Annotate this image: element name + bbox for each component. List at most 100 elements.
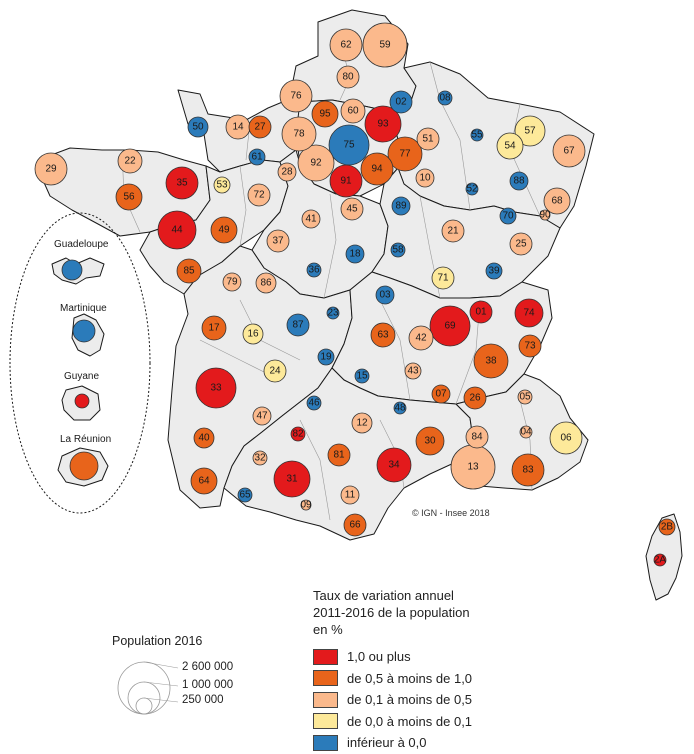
department-code-label: 17 — [208, 323, 220, 334]
department-bubble-48: 48 — [393, 401, 407, 415]
bubble-circle — [115, 183, 143, 211]
bubble-circle — [343, 513, 367, 537]
department-code-label: 52 — [466, 184, 478, 195]
population-value-small: 250 000 — [182, 694, 224, 706]
department-code-label: 29 — [45, 164, 57, 175]
bubble-circle — [336, 65, 360, 89]
department-bubble-21: 21 — [441, 219, 465, 243]
department-code-label: 33 — [210, 383, 222, 394]
rate-legend-title-line-2: 2011-2016 de la population — [313, 605, 470, 620]
department-code-label: 41 — [305, 214, 317, 225]
department-code-label: 06 — [560, 433, 572, 444]
overseas-bubble — [74, 393, 90, 409]
bubble-circle — [354, 368, 370, 384]
department-bubble-76: 76 — [279, 79, 313, 113]
department-bubble-07: 07 — [431, 384, 451, 404]
overseas-bubble — [72, 319, 96, 343]
bubble-circle — [376, 447, 412, 483]
department-bubble-01: 01 — [469, 300, 493, 324]
department-bubble-17: 17 — [201, 315, 227, 341]
department-bubble-59: 59 — [362, 22, 408, 68]
rate-legend-title-line-3: en % — [313, 622, 343, 637]
bubble-circle — [237, 487, 253, 503]
department-code-label: 2B — [661, 522, 674, 533]
department-code-label: 47 — [256, 411, 268, 422]
department-bubble-29: 29 — [34, 152, 68, 186]
bubble-circle — [360, 152, 394, 186]
bubble-circle — [469, 300, 493, 324]
rate-legend-item: de 0,1 à moins de 0,5 — [313, 689, 573, 711]
department-bubble-64: 64 — [190, 467, 218, 495]
department-code-label: 22 — [124, 156, 136, 167]
department-code-label: 08 — [439, 93, 451, 104]
bubble-circle — [247, 183, 271, 207]
department-code-label: 04 — [520, 427, 532, 438]
bubble-circle — [465, 182, 479, 196]
bubble-circle — [340, 98, 366, 124]
department-bubble-02: 02 — [389, 90, 413, 114]
bubble-circle — [345, 244, 365, 264]
bubble-circle — [465, 425, 489, 449]
department-bubble-55: 55 — [470, 128, 484, 142]
department-code-label: 66 — [349, 520, 361, 531]
department-code-label: 14 — [232, 122, 244, 133]
department-bubble-53: 53 — [213, 176, 231, 194]
department-code-label: 01 — [475, 307, 487, 318]
department-code-label: 30 — [424, 436, 436, 447]
department-code-label: 46 — [308, 398, 320, 409]
department-bubble-81: 81 — [327, 443, 351, 467]
population-size-legend-circles — [117, 661, 179, 715]
department-code-label: 27 — [254, 122, 266, 133]
department-bubble-65: 65 — [237, 487, 253, 503]
department-code-label: 16 — [247, 329, 259, 340]
bubble-circle — [187, 116, 209, 138]
department-bubble-57: 57 — [514, 115, 546, 147]
department-code-label: 35 — [176, 178, 188, 189]
department-bubble-88: 88 — [509, 171, 529, 191]
bubble-circle — [496, 132, 524, 160]
bubble-circle — [326, 306, 340, 320]
bubble-circle — [286, 313, 310, 337]
bubble-circle — [327, 443, 351, 467]
department-bubble-69: 69 — [429, 305, 471, 347]
department-code-label: 13 — [467, 462, 479, 473]
bubble-circle — [517, 389, 533, 405]
department-code-label: 72 — [253, 190, 265, 201]
department-bubble-71: 71 — [431, 266, 455, 290]
department-code-label: 82 — [292, 429, 304, 440]
department-code-label: 05 — [519, 392, 531, 403]
rate-legend-item: 1,0 ou plus — [313, 646, 573, 668]
department-code-label: 79 — [226, 277, 238, 288]
department-code-label: 26 — [469, 393, 481, 404]
bubble-circle — [252, 406, 272, 426]
rate-legend-label: inférieur à 0,0 — [347, 735, 427, 751]
department-bubble-91: 91 — [329, 164, 363, 198]
department-code-label: 91 — [340, 176, 352, 187]
department-code-label: 93 — [377, 119, 389, 130]
overseas-labels: Guadeloupe Martinique Guyane La Réunion — [54, 239, 111, 445]
overseas-inset-frame — [9, 212, 151, 514]
department-bubble-92: 92 — [297, 144, 335, 182]
department-code-label: 39 — [488, 266, 500, 277]
rate-legend-title-line-1: Taux de variation annuel — [313, 588, 454, 603]
department-bubble-2A: 2A — [653, 553, 666, 567]
bubble-circle — [470, 128, 484, 142]
bubble-circle — [242, 323, 264, 345]
bubble-circle — [266, 229, 290, 253]
department-bubble-74: 74 — [514, 298, 544, 328]
bubble-circle — [390, 242, 406, 258]
bubble-circle — [273, 460, 311, 498]
department-bubble-10: 10 — [415, 168, 435, 188]
department-bubble-23: 23 — [326, 306, 340, 320]
department-bubble-32: 32 — [252, 450, 268, 466]
department-code-label: 07 — [435, 389, 447, 400]
department-bubble-89: 89 — [391, 196, 411, 216]
department-code-label: 48 — [394, 403, 406, 414]
department-code-label: 15 — [356, 371, 368, 382]
department-code-label: 63 — [377, 330, 389, 341]
department-bubble-52: 52 — [465, 182, 479, 196]
bubble-circle — [201, 315, 227, 341]
bubble-circle — [415, 426, 445, 456]
bubble-circle — [157, 210, 197, 250]
population-value-large: 2 600 000 — [182, 661, 234, 673]
